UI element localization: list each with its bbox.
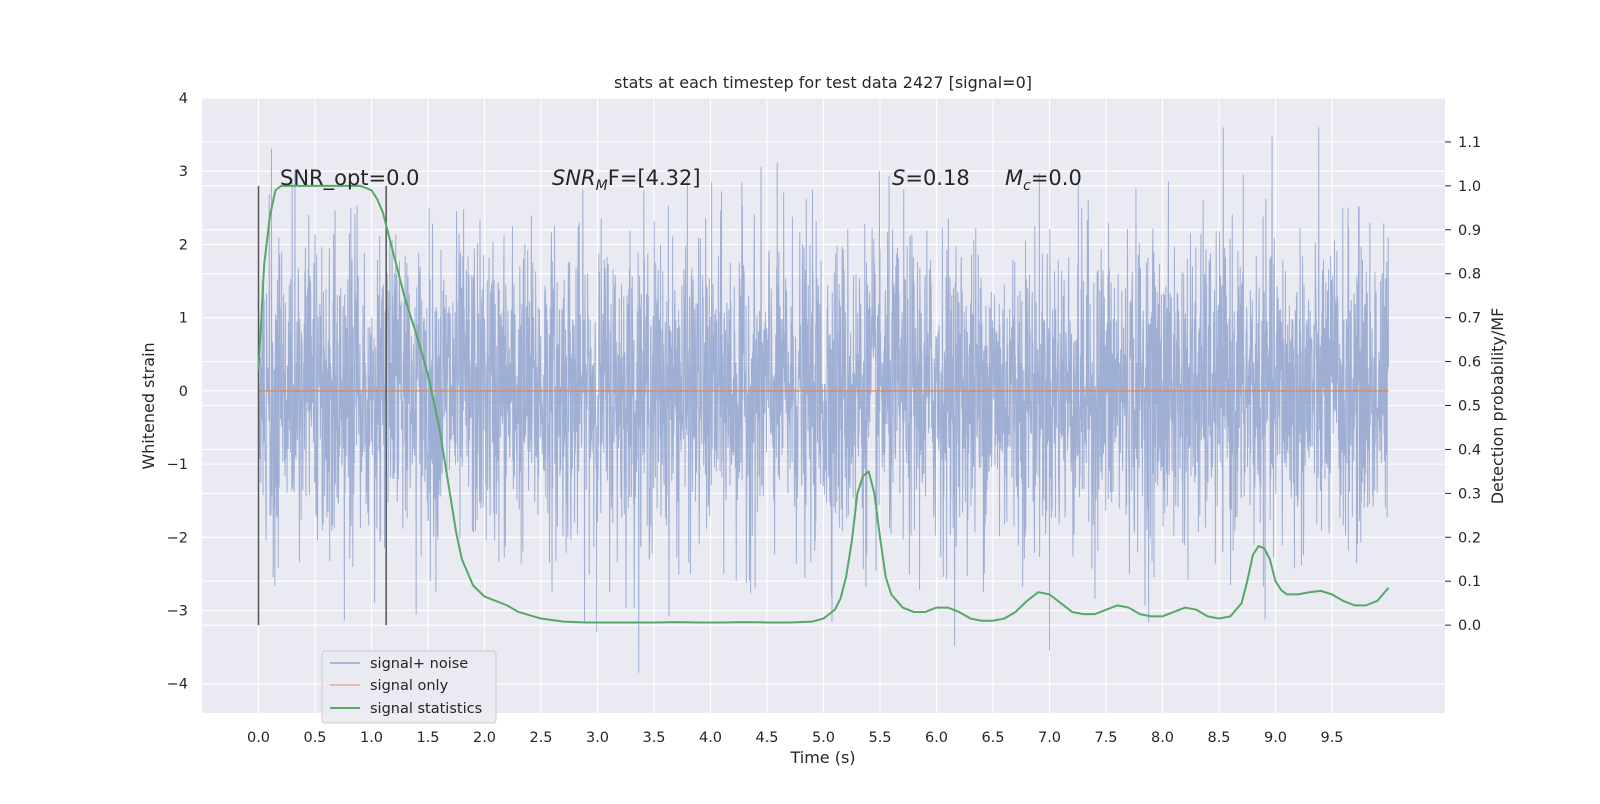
x-tick-label: 1.5 (416, 730, 439, 746)
x-tick-label: 8.5 (1207, 730, 1230, 746)
y-left-tick-label: 1 (179, 311, 188, 327)
y-left-tick-label: −4 (167, 677, 188, 693)
y-left-axis-label: Whitened strain (139, 342, 158, 469)
y-left-tick-label: 3 (179, 164, 188, 180)
annotation-snr-opt: SNR_opt=0.0 (280, 166, 420, 191)
annotation-mc: Mc=0.0 (1005, 166, 1082, 194)
legend-label-signal-only: signal only (370, 678, 449, 694)
series-line-signal-statistics (257, 184, 1390, 624)
chart-title: stats at each timestep for test data 242… (614, 73, 1032, 92)
x-tick-label: 7.5 (1094, 730, 1117, 746)
annotation-mc-sub: c (1023, 178, 1031, 194)
legend-label-signal-noise: signal+ noise (370, 656, 468, 672)
y-right-tick-label: 0.5 (1458, 399, 1481, 415)
y-right-tick-label: 0.2 (1458, 530, 1481, 546)
legend-box (321, 650, 497, 724)
y-right-tick-label: 0.6 (1458, 355, 1481, 371)
x-axis-label: Time (s) (789, 748, 855, 767)
x-tick-label: 9.5 (1320, 730, 1343, 746)
x-tick-label: 4.0 (699, 730, 722, 746)
x-tick-label: 6.5 (981, 730, 1004, 746)
series-line-signal-noise (258, 127, 1389, 673)
x-tick-label: 0.0 (247, 730, 270, 746)
y-right-tick-label: 0.1 (1458, 574, 1481, 590)
legend-label-signal-statistics: signal statistics (370, 701, 482, 717)
annotation-snr-mf-rest: F=[4.32] (608, 166, 701, 190)
x-tick-label: 9.0 (1264, 730, 1287, 746)
y-left-tick-labels: −4 −3 −2 −1 0 1 2 3 4 (167, 91, 188, 693)
x-tick-label: 2.5 (529, 730, 552, 746)
y-left-tick-label: −1 (167, 457, 188, 473)
y-right-axis-label: Detection probability/MF (1488, 308, 1507, 505)
y-left-tick-label: −3 (167, 604, 188, 620)
x-tick-label: 3.0 (586, 730, 609, 746)
x-tick-labels: 0.0 0.5 1.0 1.5 2.0 2.5 3.0 3.5 4.0 4.5 5.0 5.5 6.0 6… (247, 730, 1344, 746)
x-tick-label: 5.5 (868, 730, 891, 746)
y-right-tick-label: 0.7 (1458, 311, 1481, 327)
annotation-snr-mf-sub: M (596, 178, 608, 194)
legend: signal+ noise signal only signal statist… (321, 650, 497, 724)
x-tick-label: 7.0 (1038, 730, 1061, 746)
annotation-snr-mf: SNRMF=[4.32] (552, 166, 701, 194)
y-left-tick-label: 2 (179, 237, 188, 253)
x-tick-label: 8.0 (1151, 730, 1174, 746)
annotation-s: S=0.18 (892, 166, 970, 190)
signal-statistics-series (257, 184, 1390, 624)
annotation-mc-italic: M (1005, 166, 1023, 190)
x-tick-label: 5.0 (812, 730, 835, 746)
x-tick-label: 0.5 (303, 730, 326, 746)
y-right-tick-label: 1.0 (1458, 179, 1481, 195)
x-tick-label: 2.0 (473, 730, 496, 746)
y-right-tick-label: 0.8 (1458, 267, 1481, 283)
x-tick-label: 6.0 (925, 730, 948, 746)
vertical-markers (257, 185, 387, 626)
y-left-tick-label: −2 (167, 530, 188, 546)
annotation-snr-mf-italic: SNR (552, 166, 596, 190)
annotation-s-rest: =0.18 (905, 166, 969, 190)
y-left-tick-label: 0 (179, 384, 188, 400)
annotation-s-italic: S (892, 166, 905, 190)
y-right-tick-label: 0.0 (1458, 618, 1481, 634)
y-right-tick-label: 0.4 (1458, 442, 1481, 458)
x-tick-label: 4.5 (755, 730, 778, 746)
y-right-tick-label: 0.3 (1458, 486, 1481, 502)
y-right-tick-label: 1.1 (1458, 135, 1481, 151)
y-right-tick-label: 0.9 (1458, 223, 1481, 239)
signal-noise-series (258, 127, 1389, 673)
y-right-tick-labels: 0.0 0.1 0.2 0.3 0.4 0.5 0.6 0.7 0.8 0.9 1.0 1.1 (1445, 135, 1481, 634)
x-tick-label: 3.5 (642, 730, 665, 746)
y-left-tick-label: 4 (179, 91, 188, 107)
x-tick-label: 1.0 (360, 730, 383, 746)
annotation-mc-rest: =0.0 (1031, 166, 1082, 190)
